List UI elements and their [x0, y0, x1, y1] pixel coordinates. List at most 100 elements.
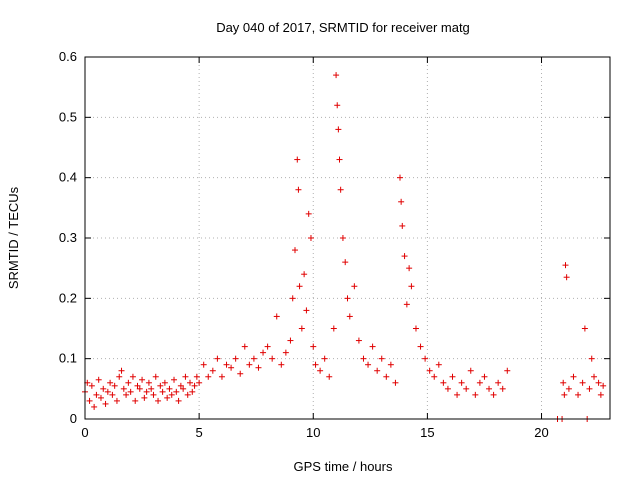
data-point: [563, 274, 570, 281]
data-point: [346, 313, 353, 320]
data-point: [310, 343, 317, 350]
y-tick-label: 0.5: [59, 109, 77, 124]
data-point: [123, 391, 130, 398]
data-point: [295, 186, 302, 193]
data-point: [597, 391, 604, 398]
data-point: [399, 222, 406, 229]
data-point: [136, 385, 143, 392]
data-point: [408, 283, 415, 290]
data-point: [595, 379, 602, 386]
data-point: [305, 210, 312, 217]
data-point: [351, 283, 358, 290]
data-point: [141, 394, 148, 401]
data-point: [369, 343, 376, 350]
data-point: [287, 337, 294, 344]
data-point: [250, 355, 257, 362]
data-point: [333, 72, 340, 79]
data-point: [118, 367, 125, 374]
data-point: [214, 355, 221, 362]
data-point: [171, 376, 178, 383]
data-point: [298, 325, 305, 332]
data-point: [180, 385, 187, 392]
grid: [84, 56, 610, 420]
data-point: [143, 388, 150, 395]
y-tick-label: 0: [70, 411, 77, 426]
data-point: [95, 376, 102, 383]
data-point: [495, 379, 502, 386]
data-point: [561, 391, 568, 398]
data-point: [301, 271, 308, 278]
data-point: [579, 379, 586, 386]
x-tick-label: 15: [420, 425, 434, 440]
data-point: [417, 343, 424, 350]
data-point: [129, 373, 136, 380]
data-point: [255, 364, 262, 371]
data-point: [486, 385, 493, 392]
x-axis-label: GPS time / hours: [294, 459, 393, 474]
data-point: [205, 373, 212, 380]
data-point: [334, 102, 341, 109]
data-point: [360, 355, 367, 362]
data-point: [246, 361, 253, 368]
data-point: [326, 373, 333, 380]
data-point: [93, 391, 100, 398]
data-point: [398, 198, 405, 205]
data-point: [289, 295, 296, 302]
data-point: [294, 156, 301, 163]
y-axis-label: SRMTID / TECUs: [6, 186, 21, 289]
data-point: [120, 385, 127, 392]
data-point: [168, 391, 175, 398]
data-point: [330, 325, 337, 332]
data-point: [570, 373, 577, 380]
data-point: [344, 295, 351, 302]
y-tick-label: 0.2: [59, 290, 77, 305]
data-point: [472, 391, 479, 398]
data-point: [111, 382, 118, 389]
y-tick-label: 0.4: [59, 170, 77, 185]
data-point: [155, 397, 162, 404]
data-point: [241, 343, 248, 350]
data-point: [223, 361, 230, 368]
data-point: [463, 385, 470, 392]
data-point: [296, 283, 303, 290]
data-point: [193, 373, 200, 380]
data-point: [218, 373, 225, 380]
data-point: [600, 382, 607, 389]
data-point: [307, 235, 314, 241]
data-point: [97, 394, 104, 401]
data-point: [88, 382, 95, 389]
data-point: [237, 370, 244, 377]
data-point: [161, 379, 168, 386]
data-point: [588, 355, 595, 362]
data-point: [476, 379, 483, 386]
data-point: [560, 379, 567, 386]
data-point: [581, 325, 588, 332]
data-point: [303, 307, 310, 314]
data-point: [575, 391, 582, 398]
data-point: [116, 373, 123, 380]
x-tick-label: 10: [306, 425, 320, 440]
data-point: [499, 385, 506, 392]
data-point: [273, 313, 280, 320]
data-point: [282, 349, 289, 356]
data-point: [312, 361, 319, 368]
tick-labels: 0 5 10 15 20 0 0.1 0.2 0.3 0.4 0.5 0.6: [59, 49, 549, 440]
data-point: [387, 361, 394, 368]
data-point: [175, 397, 182, 404]
data-point: [317, 367, 324, 374]
data-point: [440, 379, 447, 386]
data-point: [91, 403, 98, 410]
data-point: [278, 361, 285, 368]
data-point: [189, 388, 196, 395]
data-point: [565, 385, 572, 392]
data-point: [339, 235, 346, 241]
data-point: [159, 388, 166, 395]
data-point: [173, 388, 180, 395]
data-point: [335, 126, 342, 133]
data-point: [152, 373, 159, 380]
data-point: [406, 265, 413, 272]
data-point: [102, 400, 109, 407]
data-point: [342, 259, 349, 266]
data-point: [184, 391, 191, 398]
data-point: [157, 382, 164, 389]
